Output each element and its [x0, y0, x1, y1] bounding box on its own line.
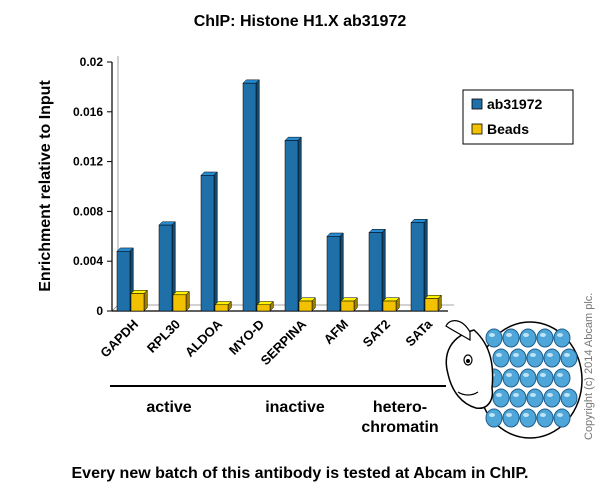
sheep-wool — [485, 328, 578, 428]
x-tick-label: MYO-D — [226, 317, 267, 358]
bar-beads-myo-d — [256, 300, 274, 312]
bar-ab31972-serpina — [284, 136, 302, 312]
y-tick-label: 0.016 — [73, 105, 103, 119]
x-tick-label: RPL30 — [144, 317, 183, 356]
y-tick-label: 0.004 — [73, 254, 103, 268]
bar-ab31972-afm — [326, 232, 344, 312]
legend-label-beads: Beads — [487, 121, 529, 137]
bar-ab31972-rpl30 — [158, 221, 176, 312]
x-tick-label: SATa — [402, 316, 435, 349]
bar-beads-afm — [340, 297, 358, 312]
x-tick-label: SERPINA — [258, 316, 310, 368]
bar-ab31972-sata — [410, 218, 428, 312]
sheep-logo — [445, 320, 583, 439]
group-label: chromatin — [361, 419, 438, 436]
legend: ab31972 Beads — [462, 89, 574, 145]
bar-beads-sat2 — [382, 297, 400, 312]
y-ticks: 0 0.004 0.008 0.012 0.016 0.02 — [73, 55, 112, 318]
sheep-head — [445, 329, 494, 409]
y-tick-label: 0.008 — [73, 204, 103, 218]
y-tick-label: 0.02 — [80, 55, 104, 69]
plot-area — [111, 56, 454, 312]
bar-beads-serpina — [298, 297, 316, 312]
group-label: active — [146, 399, 191, 416]
x-tick-label: GAPDH — [97, 317, 141, 361]
x-tick-label: ALDOA — [182, 316, 226, 360]
legend-swatch-beads — [471, 123, 483, 135]
sheep-pupil — [466, 359, 470, 363]
bar-beads-rpl30 — [172, 290, 190, 312]
group-label: inactive — [265, 399, 325, 416]
bar-ab31972-sat2 — [368, 228, 386, 312]
copyright-text: Copyright (c) 2014 Abcam plc. — [583, 293, 595, 440]
chart-title: ChIP: Histone H1.X ab31972 — [194, 13, 407, 30]
x-tick-label: SAT2 — [360, 317, 393, 350]
sheep-ear — [445, 320, 471, 342]
sheep-mouth — [457, 391, 479, 396]
y-axis-label: Enrichment relative to Input — [37, 80, 54, 292]
y-tick-label: 0 — [96, 304, 103, 318]
bar-ab31972-aldoa — [200, 171, 218, 312]
category-groups: active inactive hetero-chromatin — [110, 385, 446, 436]
y-tick-label: 0.012 — [73, 155, 103, 169]
footer-caption: Every new batch of this antibody is test… — [72, 465, 529, 482]
bar-beads-aldoa — [214, 300, 232, 312]
legend-label-ab31972: ab31972 — [487, 96, 542, 112]
bar-beads-gapdh — [130, 289, 148, 312]
group-label: hetero- — [373, 399, 427, 416]
bar-beads-sata — [424, 294, 442, 312]
bars — [116, 79, 442, 312]
bar-ab31972-myo-d — [242, 79, 260, 312]
legend-swatch-ab31972 — [471, 98, 483, 110]
x-tick-label: AFM — [321, 317, 352, 348]
